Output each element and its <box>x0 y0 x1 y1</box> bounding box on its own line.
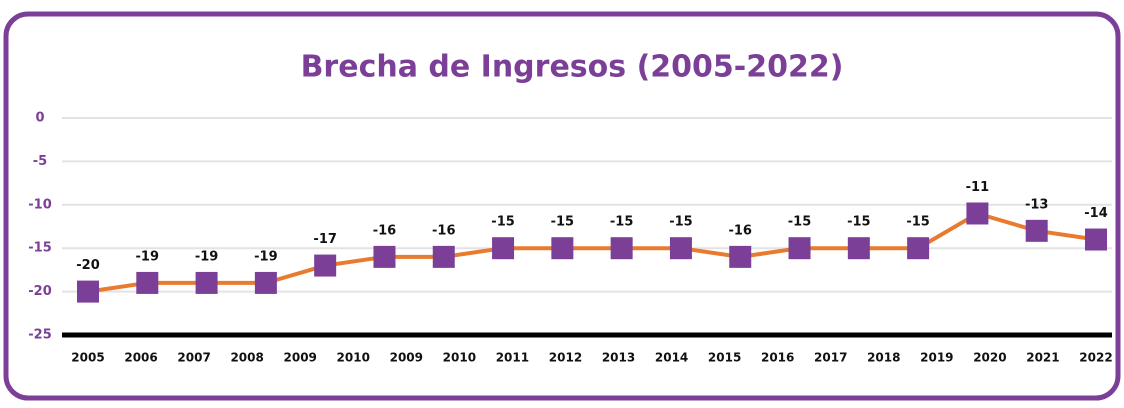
x-tick-label: 2007 <box>177 351 210 365</box>
data-label: -16 <box>432 223 456 238</box>
data-label: -15 <box>669 215 693 230</box>
data-label: -11 <box>966 180 990 195</box>
marker <box>847 237 870 260</box>
data-label: -15 <box>788 215 812 230</box>
x-tick-label: 2016 <box>761 351 794 365</box>
data-label: -17 <box>313 232 337 247</box>
x-tick-label: 2017 <box>814 351 847 365</box>
marker <box>907 237 930 260</box>
data-label: -20 <box>76 258 100 273</box>
marker <box>432 245 455 268</box>
x-tick-label: 2018 <box>867 351 900 365</box>
data-label: -19 <box>254 249 278 264</box>
data-label: -19 <box>195 249 219 264</box>
data-label: -15 <box>847 215 871 230</box>
data-label: -15 <box>610 215 634 230</box>
marker <box>195 271 218 294</box>
x-tick-label: 2022 <box>1079 351 1112 365</box>
x-tick-label: 2014 <box>655 351 688 365</box>
x-tick-label: 2005 <box>71 351 104 365</box>
marker <box>669 237 692 260</box>
marker <box>314 254 337 277</box>
marker <box>966 202 989 225</box>
x-tick-label: 2015 <box>708 351 741 365</box>
card-border <box>3 11 1121 401</box>
x-tick-label: 2019 <box>920 351 953 365</box>
x-tick-label: 2008 <box>230 351 263 365</box>
x-tick-label: 2020 <box>973 351 1006 365</box>
y-tick-label: -5 <box>33 154 47 169</box>
marker <box>492 237 515 260</box>
marker <box>136 271 159 294</box>
y-tick-label: -20 <box>28 284 52 299</box>
y-tick-label: -10 <box>28 197 52 212</box>
data-label: -14 <box>1084 206 1108 221</box>
data-label: -15 <box>906 215 930 230</box>
marker <box>373 245 396 268</box>
x-tick-label: 2011 <box>496 351 529 365</box>
marker <box>551 237 574 260</box>
x-tick-label: 2006 <box>124 351 157 365</box>
data-label: -15 <box>491 215 515 230</box>
x-tick-label: 2009 <box>284 351 317 365</box>
data-label: -16 <box>728 223 752 238</box>
data-label: -15 <box>551 215 575 230</box>
data-label: -16 <box>373 223 397 238</box>
y-tick-label: 0 <box>35 111 44 126</box>
x-tick-label: 2013 <box>602 351 635 365</box>
data-label: -13 <box>1025 197 1049 212</box>
x-tick-label: 2010 <box>337 351 370 365</box>
x-tick-label: 2021 <box>1026 351 1059 365</box>
marker <box>729 245 752 268</box>
x-tick-label: 2012 <box>549 351 582 365</box>
data-label: -19 <box>136 249 160 264</box>
marker <box>77 280 99 303</box>
marker <box>610 237 633 260</box>
marker <box>1085 228 1107 251</box>
marker <box>254 271 277 294</box>
y-tick-label: -15 <box>28 241 52 256</box>
x-tick-label: 2009 <box>390 351 423 365</box>
chart-title: Brecha de Ingresos (2005-2022) <box>301 50 844 85</box>
y-tick-label: -25 <box>28 328 52 343</box>
marker <box>1025 219 1048 242</box>
marker <box>788 237 811 260</box>
x-tick-label: 2010 <box>443 351 476 365</box>
